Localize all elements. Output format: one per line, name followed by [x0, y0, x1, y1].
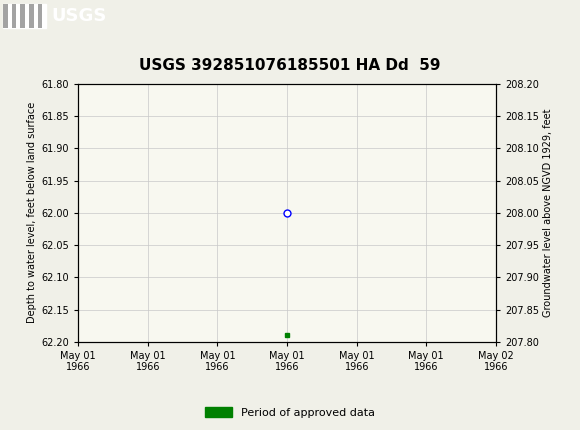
- Bar: [3, 4, 46, 28]
- Legend: Period of approved data: Period of approved data: [200, 403, 380, 422]
- Bar: [38, 4, 42, 28]
- Text: USGS: USGS: [51, 7, 106, 25]
- Bar: [20, 4, 25, 28]
- Bar: [29, 4, 34, 28]
- Y-axis label: Groundwater level above NGVD 1929, feet: Groundwater level above NGVD 1929, feet: [543, 109, 553, 317]
- Y-axis label: Depth to water level, feet below land surface: Depth to water level, feet below land su…: [27, 102, 37, 323]
- Bar: [3, 4, 8, 28]
- Bar: [12, 4, 16, 28]
- Text: USGS 392851076185501 HA Dd  59: USGS 392851076185501 HA Dd 59: [139, 58, 441, 73]
